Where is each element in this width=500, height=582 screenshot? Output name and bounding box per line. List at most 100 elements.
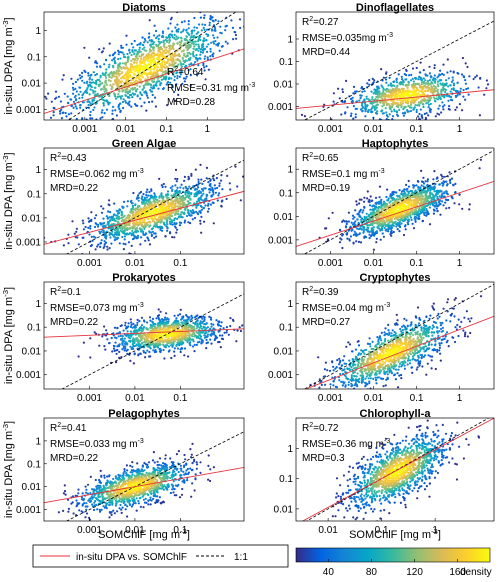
data-point <box>364 107 367 110</box>
data-point <box>420 83 423 86</box>
data-point <box>143 71 146 74</box>
data-point <box>407 185 411 188</box>
data-point <box>70 98 73 101</box>
data-point <box>118 63 121 66</box>
data-point <box>212 222 215 225</box>
data-point <box>82 228 85 231</box>
data-point <box>154 105 157 108</box>
data-point <box>187 23 190 26</box>
data-point <box>95 81 98 84</box>
y-tick-label: 1 <box>35 165 41 176</box>
data-point <box>432 212 435 215</box>
data-point <box>129 214 132 217</box>
data-point <box>105 99 108 102</box>
data-point <box>172 73 175 76</box>
data-point <box>384 221 387 224</box>
data-point <box>141 195 144 198</box>
data-point <box>202 40 205 43</box>
panel-diatoms: 0.001 0.01 0.1 10.0010.010.11DiatomsR2=0.64… <box>16 2 255 135</box>
data-point <box>405 78 408 81</box>
data-point <box>428 206 431 209</box>
data-point <box>149 70 152 73</box>
data-point <box>44 95 47 98</box>
data-point <box>370 90 373 93</box>
data-point <box>380 198 383 201</box>
y-tick-label: 0.001 <box>268 102 293 113</box>
data-point <box>148 220 151 223</box>
data-point <box>162 221 165 224</box>
data-point <box>402 114 405 117</box>
data-point <box>385 195 388 199</box>
data-point <box>433 170 436 173</box>
data-point <box>176 30 180 33</box>
data-point <box>355 100 359 103</box>
data-point <box>452 183 455 186</box>
data-point <box>99 117 102 120</box>
data-point <box>236 185 239 188</box>
data-point <box>205 177 208 180</box>
data-point <box>75 98 78 101</box>
data-point <box>369 235 373 238</box>
data-point <box>128 100 131 103</box>
data-point <box>425 112 428 115</box>
data-point <box>221 199 224 202</box>
data-point <box>408 74 411 77</box>
data-point <box>403 105 406 108</box>
data-point <box>411 77 414 80</box>
data-point <box>368 204 372 207</box>
data-point <box>86 100 89 103</box>
data-point <box>381 232 384 235</box>
data-point <box>84 70 87 74</box>
data-point <box>168 47 171 50</box>
data-point <box>424 79 427 82</box>
data-point <box>54 90 58 93</box>
data-point <box>166 57 169 60</box>
data-point <box>376 110 379 113</box>
data-point <box>131 58 135 61</box>
data-point <box>230 19 233 22</box>
data-point <box>158 196 161 199</box>
data-point <box>457 72 460 75</box>
data-point <box>131 96 134 99</box>
data-point <box>152 212 156 215</box>
data-point <box>407 218 410 221</box>
data-point <box>72 92 75 95</box>
data-point <box>200 195 203 198</box>
data-point <box>190 193 193 196</box>
data-point <box>133 93 137 96</box>
data-point <box>208 21 211 24</box>
data-point <box>165 65 168 68</box>
data-point <box>474 76 477 79</box>
data-point <box>138 77 141 80</box>
data-point <box>162 56 165 59</box>
data-point <box>110 76 113 79</box>
data-point <box>421 180 424 183</box>
data-point <box>387 84 390 87</box>
plot-area <box>44 159 244 254</box>
data-point <box>422 69 425 72</box>
data-point <box>117 80 120 83</box>
data-point <box>171 62 174 65</box>
data-point <box>88 100 91 103</box>
data-point <box>198 192 201 195</box>
data-point <box>429 76 432 79</box>
data-point <box>193 202 196 205</box>
data-point <box>345 120 347 122</box>
data-point <box>121 95 124 98</box>
data-point <box>355 90 358 93</box>
data-point <box>199 16 202 19</box>
data-point <box>388 104 392 108</box>
data-point <box>126 52 129 56</box>
data-point <box>185 195 188 198</box>
data-point <box>176 23 179 26</box>
data-point <box>189 209 192 213</box>
data-point <box>167 27 170 30</box>
data-point <box>145 196 148 199</box>
data-point <box>60 121 62 123</box>
data-point <box>140 209 143 212</box>
data-point <box>175 71 179 74</box>
data-point <box>99 232 102 235</box>
data-point <box>207 207 210 210</box>
data-point <box>384 88 387 91</box>
